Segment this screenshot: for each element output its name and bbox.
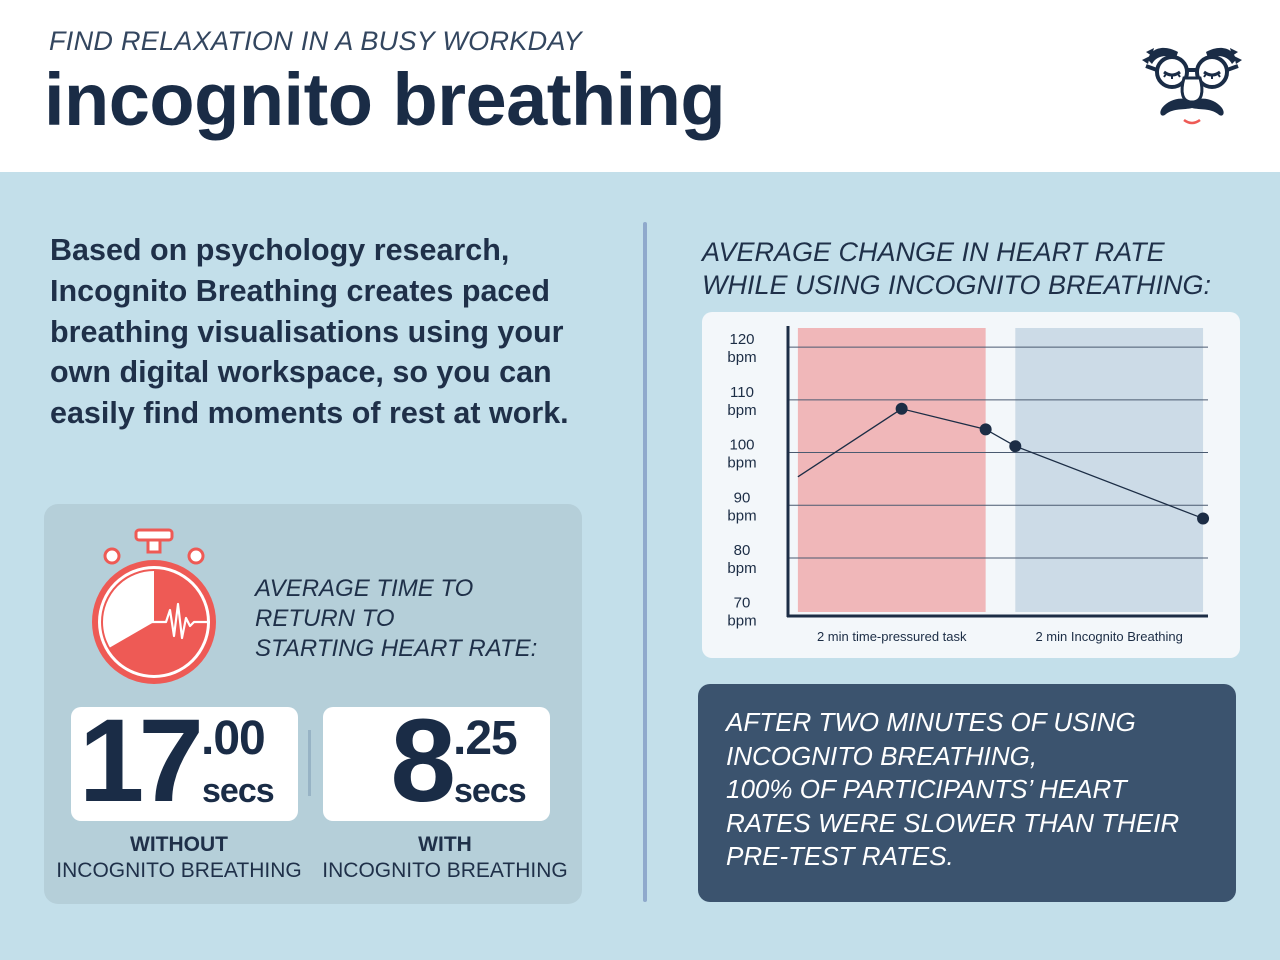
stats-label-line: STARTING HEART RATE: [255,635,538,662]
stats-label-line: RETURN TO [255,605,395,632]
phase-band [797,328,986,612]
chart-title-line: WHILE USING INCOGNITO BREATHING: [702,269,1212,300]
stat-without-integer: 17 [78,695,204,827]
chart-title: AVERAGE CHANGE IN HEART RATE WHILE USING… [702,236,1262,301]
page-title: incognito breathing [44,58,726,141]
y-tick-label: 80 [734,542,751,559]
finding-line: 100% OF PARTICIPANTS’ HEART [726,774,1127,804]
data-point [895,402,908,415]
y-tick-unit: bpm [727,349,756,366]
stopwatch-heartbeat-icon [92,528,216,684]
data-point [979,423,992,436]
stat-with-decimal: .25 [453,712,518,765]
stat-with-unit: secs [454,772,527,810]
chart-card: 2 min time-pressured task 2 min Incognito… [702,312,1240,658]
y-tick-unit: bpm [727,455,756,472]
finding-line: RATES WERE SLOWER THAN THEIR [726,807,1180,838]
stats-panel: AVERAGE TIME TO RETURN TO STARTING HEART… [44,504,582,904]
stat-with-integer: 8 [390,695,456,827]
data-point [1009,440,1022,453]
stats-label: AVERAGE TIME TO RETURN TO STARTING HEART… [255,574,555,664]
y-tick-label: 70 [734,595,751,612]
stat-without-decimal: .00 [201,712,266,765]
finding-line: AFTER TWO MINUTES OF USING [726,707,1136,737]
finding-line: PRE-TEST RATES. [726,841,954,871]
stat-without-box: 17 .00 secs [71,701,298,821]
finding-panel: AFTER TWO MINUTES OF USING INCOGNITO BRE… [698,684,1236,902]
finding-line: INCOGNITO BREATHING, [726,740,1038,771]
y-tick-unit: bpm [727,507,756,524]
header-bar: FIND RELAXATION IN A BUSY WORKDAY incogn… [0,0,1280,172]
stat-with-caption-light: INCOGNITO BREATHING [322,859,568,882]
stat-with-caption-strong: WITH [418,833,472,856]
stat-without-caption-strong: WITHOUT [130,833,228,856]
x-tick-label: 2 min time-pressured task [817,629,967,644]
disguise-face-logo-icon [1142,47,1242,125]
y-tick-unit: bpm [727,402,756,419]
finding-text: AFTER TWO MINUTES OF USING INCOGNITO BRE… [726,706,1226,874]
stat-without-caption: WITHOUT INCOGNITO BREATHING [49,832,309,884]
stat-without-unit: secs [202,772,275,810]
y-tick-label: 100 [729,437,754,454]
column-divider [643,222,647,902]
stat-without-caption-light: INCOGNITO BREATHING [56,859,302,882]
y-tick-label: 90 [734,489,751,506]
y-tick-unit: bpm [727,560,756,577]
phase-band [1015,328,1204,612]
stat-with-box: 8 .25 secs [323,701,550,821]
x-tick-label: 2 min Incognito Breathing [1035,629,1182,644]
stat-with-caption: WITH INCOGNITO BREATHING [315,832,575,884]
y-tick-unit: bpm [727,613,756,630]
intro-paragraph: Based on psychology research, Incognito … [50,233,569,431]
stats-label-line: AVERAGE TIME TO [255,575,474,602]
header-kicker: FIND RELAXATION IN A BUSY WORKDAY [49,26,582,56]
y-tick-label: 110 [730,384,754,401]
chart-title-line: AVERAGE CHANGE IN HEART RATE [702,237,1165,267]
y-tick-label: 120 [729,331,754,348]
stat-separator [308,730,311,796]
heart-rate-chart: 2 min time-pressured task 2 min Incognito… [727,326,1210,644]
data-point [1197,512,1210,525]
